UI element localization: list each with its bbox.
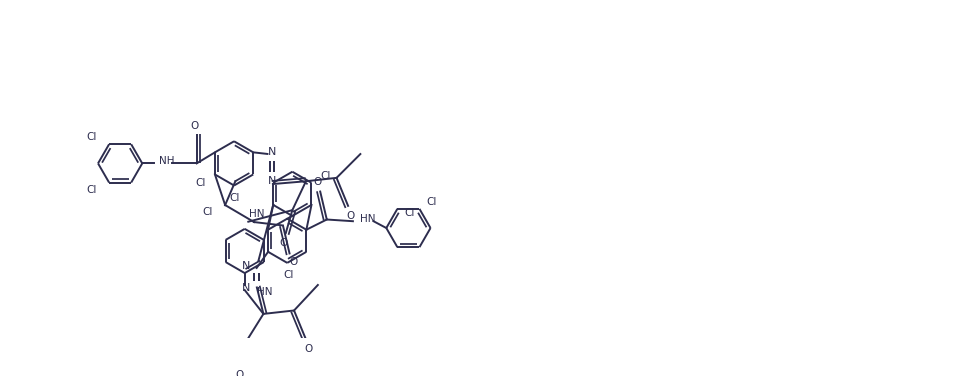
Text: N: N [242, 283, 250, 293]
Text: N: N [268, 176, 276, 186]
Text: Cl: Cl [86, 185, 97, 195]
Text: O: O [236, 370, 244, 376]
Text: HN: HN [360, 214, 376, 223]
Text: O: O [290, 258, 297, 267]
Text: O: O [346, 211, 355, 221]
Text: Cl: Cl [196, 178, 206, 188]
Text: HN: HN [249, 209, 265, 219]
Text: HN: HN [257, 287, 272, 297]
Text: Cl: Cl [320, 171, 331, 180]
Text: O: O [191, 121, 199, 130]
Text: Cl: Cl [284, 270, 294, 279]
Text: O: O [314, 177, 321, 186]
Text: Cl: Cl [202, 207, 213, 217]
Text: Cl: Cl [229, 193, 239, 203]
Text: O: O [280, 238, 288, 248]
Text: N: N [242, 261, 250, 271]
Text: Cl: Cl [405, 208, 415, 218]
Text: NH: NH [159, 156, 175, 166]
Text: Cl: Cl [427, 197, 437, 207]
Text: O: O [305, 344, 313, 354]
Text: Cl: Cl [86, 132, 97, 142]
Text: N: N [268, 147, 276, 157]
